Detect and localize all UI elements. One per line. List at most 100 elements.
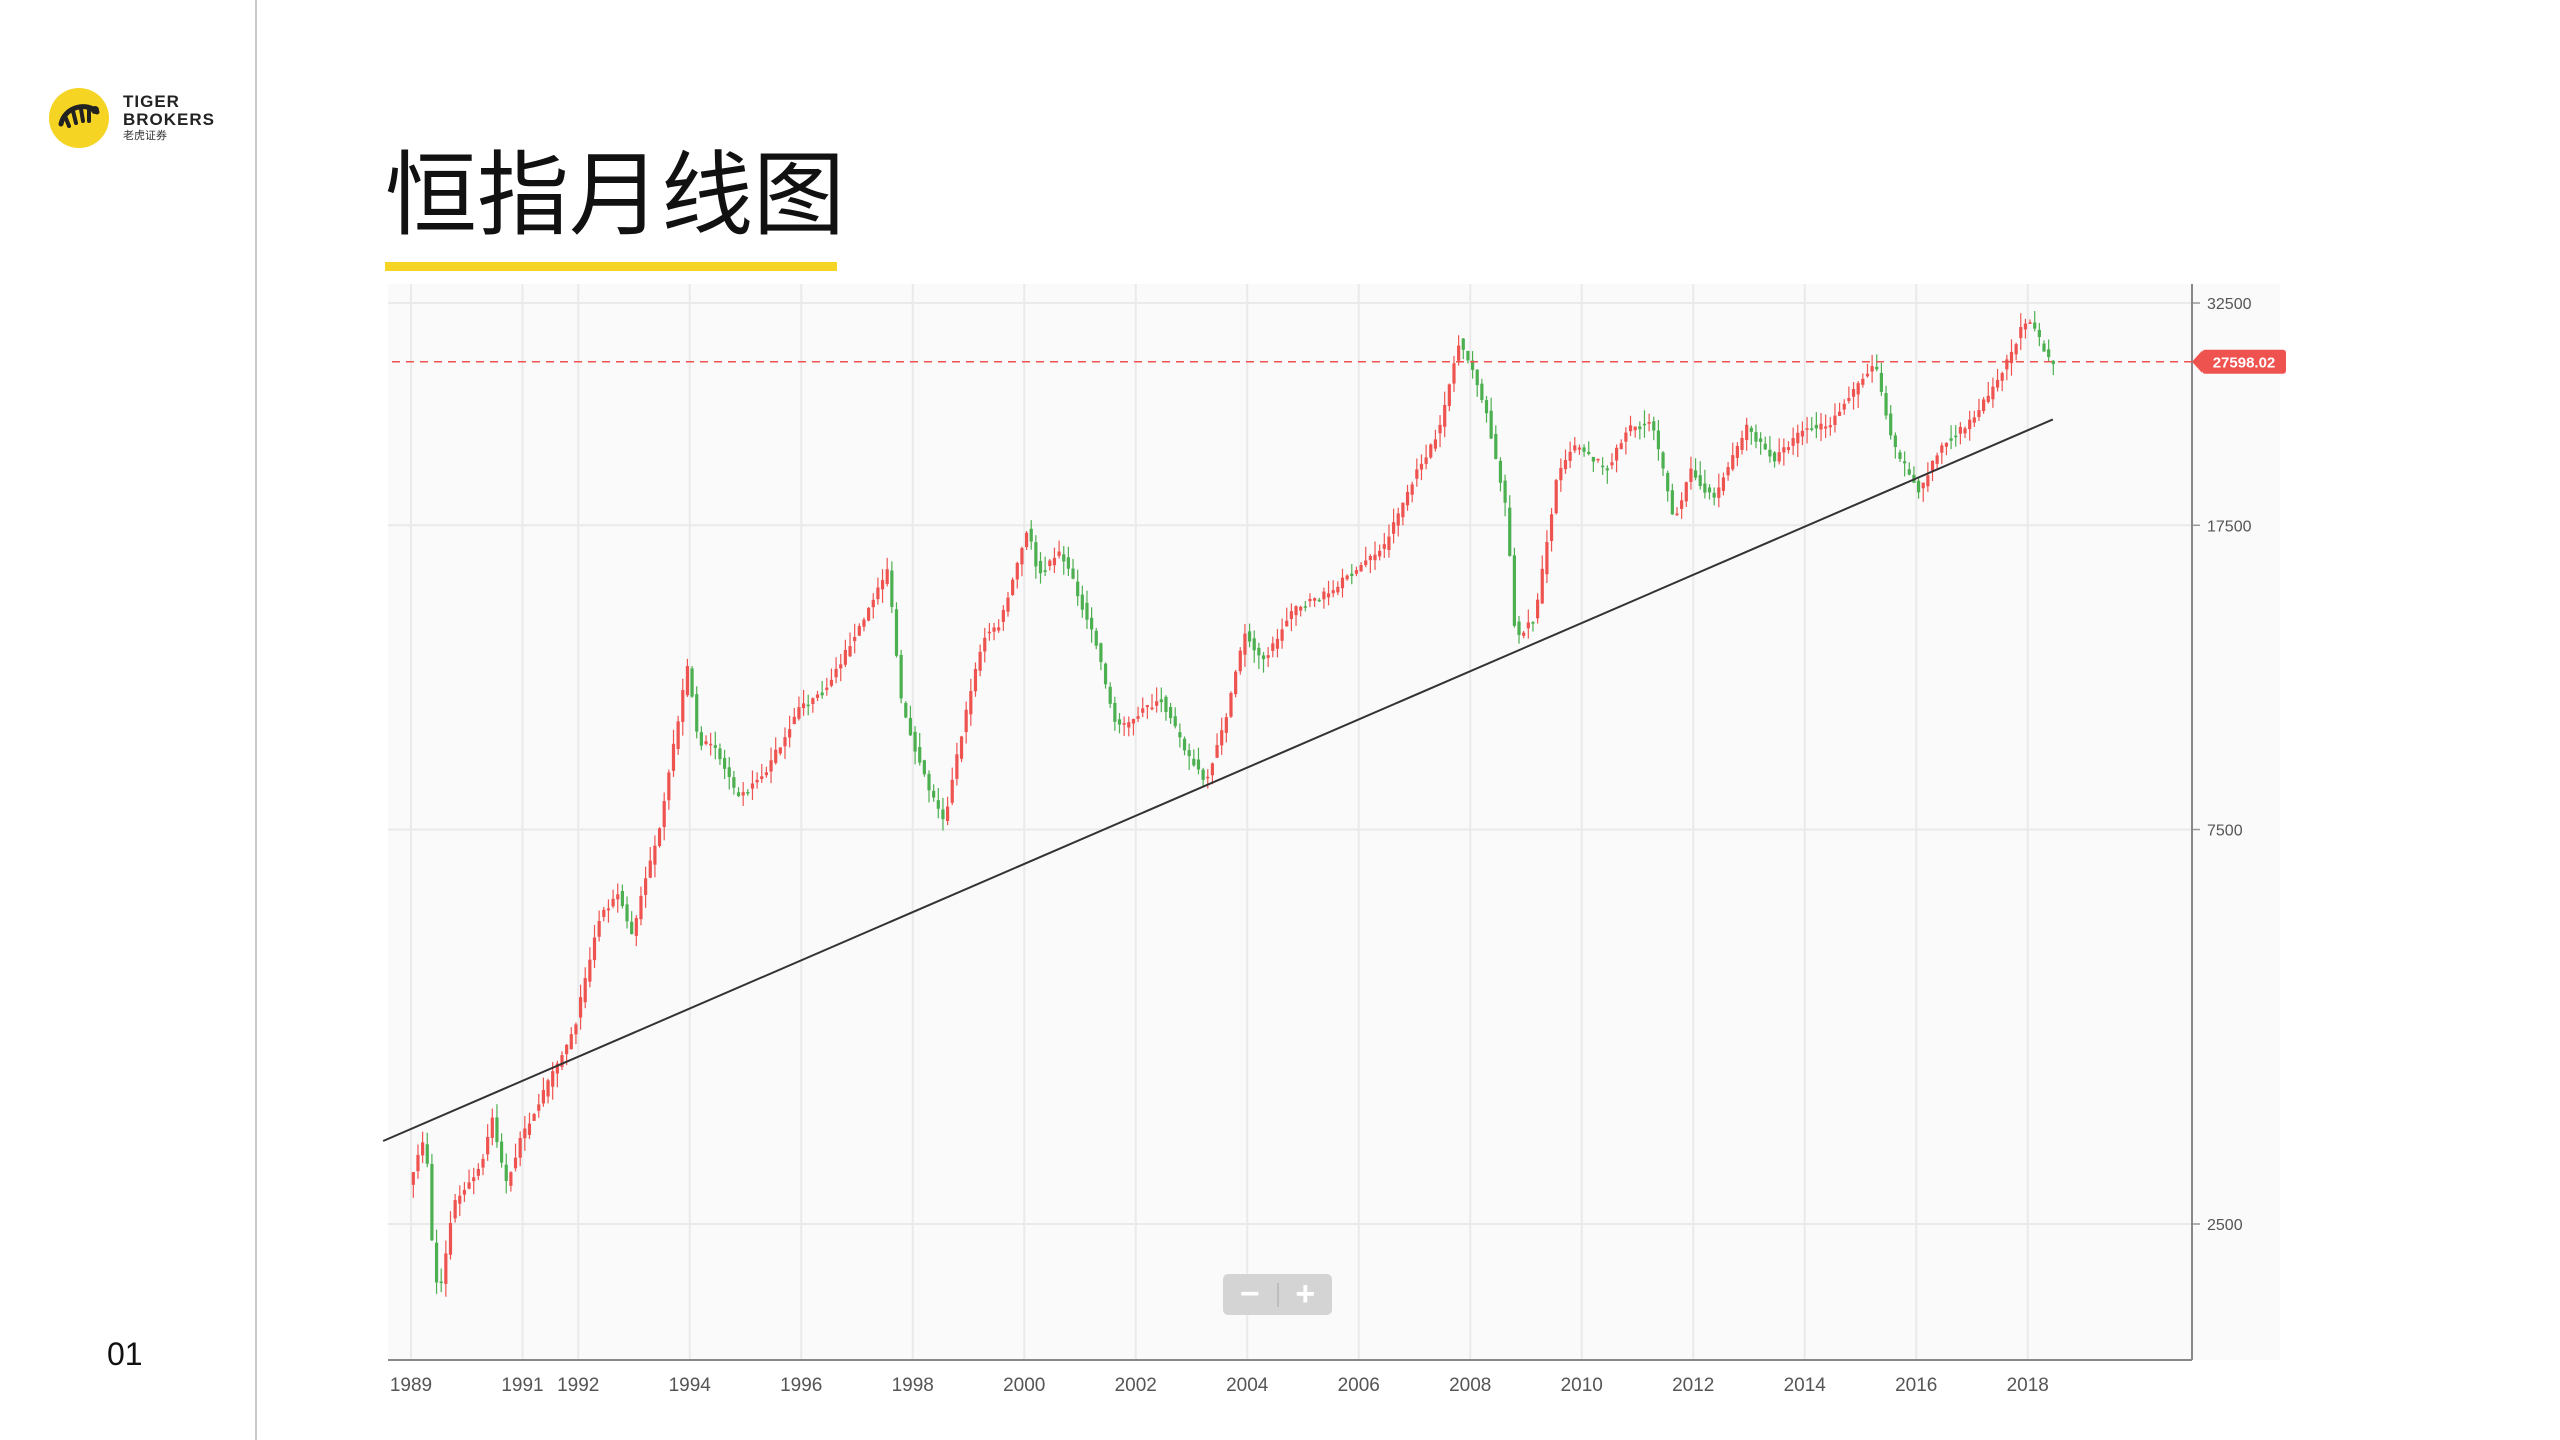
candle-body [1336, 586, 1340, 593]
candle-body [1391, 522, 1396, 534]
candle-body [1828, 425, 1832, 428]
candle-body [1447, 384, 1451, 407]
candle-body [908, 718, 913, 736]
candle-body [1494, 433, 1498, 459]
title-underline [385, 262, 837, 271]
candle-body [695, 694, 699, 732]
candle-body [871, 599, 875, 608]
candle-body [671, 743, 676, 771]
candle-body [815, 694, 820, 698]
candle-body [1986, 395, 1990, 402]
candle-body [481, 1158, 485, 1168]
candle-body [704, 741, 708, 745]
candle-body [1229, 693, 1233, 717]
candle-body [1024, 532, 1029, 548]
candle-body [1837, 411, 1842, 416]
x-tick-label: 2012 [1672, 1375, 1714, 1396]
x-tick-label: 2006 [1338, 1375, 1380, 1396]
candle-body [527, 1123, 532, 1135]
x-tick-label: 2002 [1115, 1375, 1157, 1396]
candle-body [955, 754, 959, 779]
candle-body [1754, 432, 1758, 442]
candle-body [1289, 611, 1293, 619]
candle-body [713, 745, 717, 748]
candle-body [639, 895, 643, 920]
candle-body [1647, 422, 1651, 424]
candle-body [1619, 443, 1623, 449]
page-title-block: 恒指月线图 [385, 150, 845, 271]
candle-body [1210, 763, 1215, 776]
candle-body [699, 732, 703, 746]
candle-body [1949, 438, 1953, 441]
candle-body [1317, 599, 1321, 602]
candle-body [1410, 484, 1414, 495]
candle-body [1870, 366, 1874, 372]
candle-body [1034, 542, 1038, 567]
candle-body [634, 918, 638, 936]
zoom-out-button[interactable]: − [1239, 1275, 1260, 1313]
candle-body [997, 627, 1001, 631]
candle-body [1972, 417, 1976, 423]
candle-body [1856, 383, 1860, 395]
candle-body [1536, 599, 1540, 619]
zoom-in-button[interactable]: + [1295, 1275, 1316, 1313]
candle-body [839, 664, 843, 669]
candle-body [899, 654, 903, 699]
last-price-badge [2202, 349, 2286, 374]
candle-body [509, 1172, 513, 1186]
candle-body [927, 773, 931, 791]
candle-body [439, 1281, 443, 1284]
candle-body [774, 749, 778, 763]
candle-body [1354, 570, 1359, 574]
candle-body [1638, 426, 1642, 430]
candle-body [1382, 544, 1386, 549]
candle-body [588, 959, 592, 982]
candle-body [1396, 513, 1400, 526]
candle-body [1252, 638, 1256, 651]
candle-body [880, 580, 885, 590]
candle-body [681, 690, 685, 722]
candle-body [411, 1172, 415, 1185]
candle-body [1884, 393, 1888, 416]
page-number: 01 [107, 1336, 143, 1372]
last-price-pointer [2192, 350, 2202, 373]
candle-body [1326, 593, 1331, 598]
candle-body [1703, 483, 1707, 493]
candle-body [1898, 452, 1902, 459]
candle-body [1698, 475, 1702, 486]
y-tick-label: 32500 [2207, 296, 2252, 313]
candle-body [1187, 750, 1191, 757]
candle-body [1772, 452, 1777, 462]
candle-body [1480, 383, 1484, 401]
candle-body [1452, 363, 1456, 384]
candle-body [611, 898, 615, 907]
candle-body [1029, 528, 1033, 542]
candle-body [1164, 696, 1168, 712]
candle-body [1001, 609, 1005, 622]
x-tick-label: 2010 [1561, 1375, 1603, 1396]
candle-body [857, 626, 861, 636]
candle-body [1712, 492, 1716, 498]
candle-body [458, 1195, 462, 1204]
candle-body [1522, 632, 1526, 636]
candle-body [750, 783, 755, 789]
candle-body [1749, 427, 1753, 432]
candle-body [1628, 425, 1633, 432]
x-tick-label: 2018 [2007, 1375, 2049, 1396]
candle-body [862, 619, 866, 627]
candle-body [1113, 702, 1117, 722]
candle-body [1340, 577, 1345, 589]
candle-body [797, 707, 801, 719]
candle-body [1958, 426, 1962, 434]
candle-body [913, 731, 917, 752]
candle-body [1127, 722, 1131, 728]
candle-body [1313, 598, 1317, 601]
candle-body [602, 909, 606, 917]
candle-body [1475, 369, 1479, 386]
candle-body [2000, 373, 2004, 381]
candle-body [983, 637, 987, 652]
candle-body [1271, 643, 1275, 651]
candle-body [736, 792, 741, 797]
candle-body [472, 1177, 476, 1182]
candle-body [532, 1114, 536, 1121]
